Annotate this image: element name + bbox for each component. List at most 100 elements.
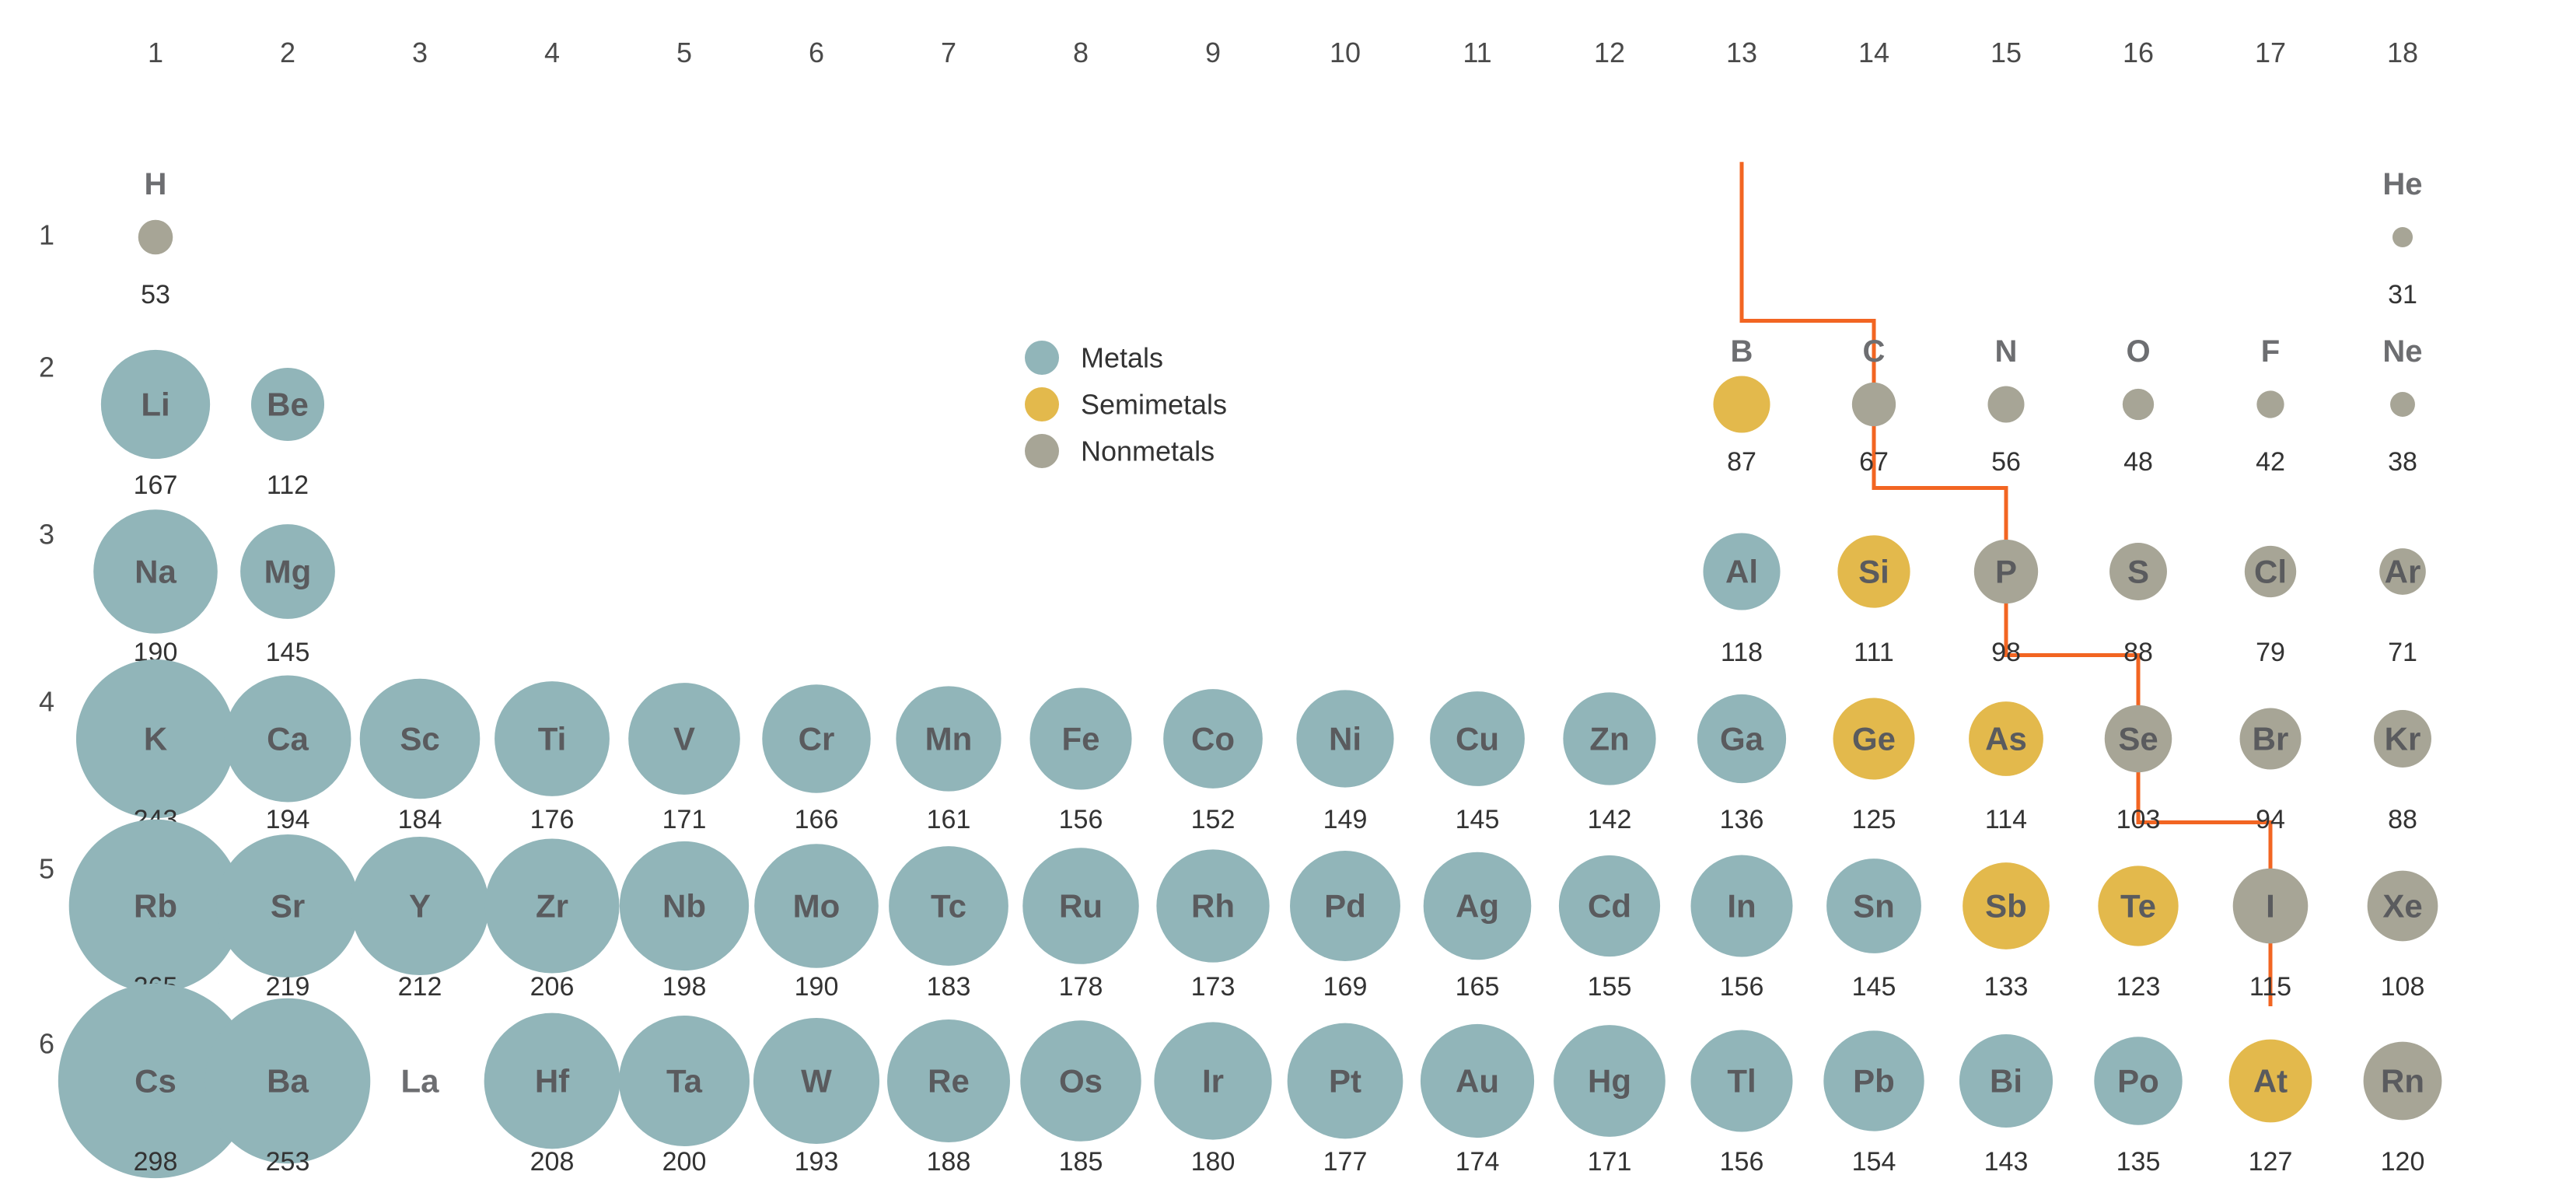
element-radius-value: 38 [2388,447,2417,477]
element-symbol: Rn [2381,1063,2424,1100]
element-radius-value: 67 [1859,447,1889,477]
element-radius-value: 135 [2116,1147,2161,1177]
element-radius-value: 145 [1852,972,1896,1002]
element-symbol: S [2127,554,2149,590]
element-radius-value: 94 [2256,805,2285,834]
element-radius-value: 145 [266,638,310,667]
element-radius-value: 123 [2116,972,2161,1002]
element-radius-value: 188 [927,1147,971,1177]
group-label: 8 [1073,37,1089,68]
element-radius-value: 71 [2388,638,2417,667]
element-symbol: W [801,1063,832,1100]
group-label: 14 [1858,37,1889,68]
group-label: 11 [1463,37,1491,68]
element-radius-value: 183 [927,972,971,1002]
element-radius-value: 198 [662,972,707,1002]
element-symbol: Ca [267,721,309,757]
element-symbol: Br [2253,721,2289,757]
element-radius-value: 152 [1191,805,1236,834]
group-label: 18 [2387,37,2418,68]
element-symbol: Xe [2382,888,2422,925]
element-symbol: V [673,721,695,757]
element-symbol: Rb [134,888,177,925]
element-symbol: H [145,167,167,201]
element-symbol: Rh [1191,888,1235,925]
element-symbol: Ir [1202,1063,1224,1100]
element-radius-value: 174 [1456,1147,1500,1177]
element-radius-value: 193 [795,1147,839,1177]
element-circle [1852,383,1896,426]
element-radius-value: 111 [1854,638,1894,667]
element-symbol: Hf [535,1063,570,1100]
element-radius-value: 42 [2256,447,2285,477]
element-radius-value: 156 [1720,972,1764,1002]
element-symbol: Mn [925,721,973,757]
element-symbol: Tc [931,888,966,925]
element-radius-value: 88 [2123,638,2153,667]
element-symbol: Te [2120,888,2156,925]
element-symbol: Ni [1329,721,1361,757]
element-circle [1713,376,1770,432]
element-symbol: He [2382,167,2422,201]
element-symbol: Cd [1588,888,1631,925]
element-radius-value: 253 [266,1147,310,1177]
element-symbol: Si [1858,554,1889,590]
element-symbol: Ge [1852,721,1896,757]
element-circle [138,220,173,255]
element-symbol: Hg [1588,1063,1631,1100]
group-label: 10 [1330,37,1361,68]
element-symbol: Cu [1456,721,1499,757]
element-radius-value: 127 [2249,1147,2293,1177]
element-symbol: Po [2117,1063,2159,1100]
group-label: 3 [412,37,428,68]
element-circle [2123,389,2154,420]
element-symbol: O [2126,334,2150,369]
group-label: 17 [2255,37,2286,68]
element-symbol: Sr [271,888,305,925]
periodic-table-svg: 123456789101112131415161718123456H53He31… [0,0,2576,1196]
element-symbol: Kr [2385,721,2421,757]
element-La: La [400,1063,439,1100]
element-circle [2390,392,2415,417]
period-label: 2 [39,351,54,383]
periodic-table-atomic-radii: 123456789101112131415161718123456H53He31… [0,0,2576,1196]
element-radius-value: 176 [530,805,575,834]
element-circle [1987,386,2024,422]
element-symbol: Se [2118,721,2158,757]
element-symbol: Na [135,554,177,590]
element-symbol: B [1731,334,1753,369]
element-radius-value: 166 [795,805,839,834]
element-radius-value: 133 [1984,972,2029,1002]
element-symbol: Pb [1853,1063,1895,1100]
element-radius-value: 103 [2116,805,2161,834]
element-symbol: Bi [1990,1063,2022,1100]
group-label: 16 [2123,37,2154,68]
element-symbol: F [2261,334,2280,369]
element-radius-value: 156 [1059,805,1103,834]
element-radius-value: 169 [1323,972,1368,1002]
element-radius-value: 173 [1191,972,1236,1002]
group-label: 12 [1594,37,1625,68]
element-O: O48 [2123,334,2154,477]
element-radius-value: 98 [1991,638,2021,667]
legend-dot [1025,341,1059,375]
element-symbol: Y [409,888,431,925]
element-radius-value: 185 [1059,1147,1103,1177]
element-symbol: C [1863,334,1886,369]
element-radius-value: 167 [134,470,178,500]
element-circle [2392,227,2413,247]
element-radius-value: 120 [2381,1147,2425,1177]
element-radius-value: 212 [398,972,442,1002]
element-radius-value: 180 [1191,1147,1236,1177]
element-radius-value: 190 [795,972,839,1002]
element-symbol: Be [267,386,309,423]
element-radius-value: 156 [1720,1147,1764,1177]
period-label: 5 [39,853,54,885]
group-label: 7 [941,37,956,68]
element-symbol: Ar [2385,554,2421,590]
group-label: 6 [809,37,824,68]
element-radius-value: 171 [1588,1147,1632,1177]
element-symbol: At [2253,1063,2288,1100]
element-radius-value: 112 [267,470,309,500]
element-symbol: Zn [1589,721,1629,757]
